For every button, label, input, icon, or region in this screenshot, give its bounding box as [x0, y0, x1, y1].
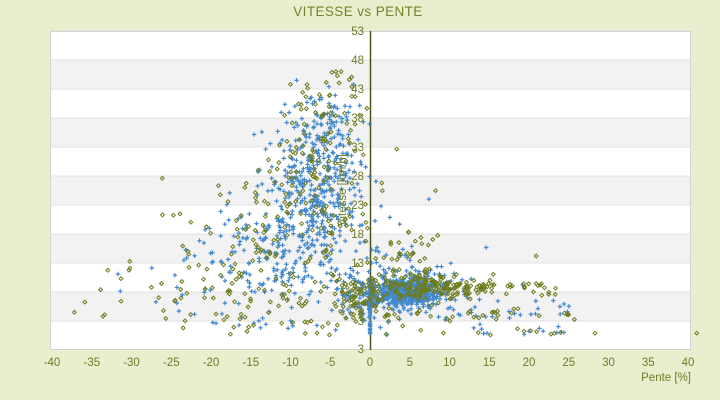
x-tick-label: 20 — [523, 357, 536, 369]
y-tick-label: 3 — [358, 344, 364, 356]
x-tick-label: 40 — [682, 357, 695, 369]
x-tick-label: -25 — [163, 357, 180, 369]
x-tick-label: 5 — [407, 357, 413, 369]
y-tick-label: 43 — [351, 84, 364, 96]
x-tick-label: -10 — [282, 357, 299, 369]
y-axis-title: Vitesse [km/h] — [337, 154, 349, 227]
x-tick-label: 0 — [367, 357, 373, 369]
x-tick-label: 25 — [562, 357, 575, 369]
y-tick-label: 33 — [351, 142, 364, 154]
x-tick-label: -5 — [325, 357, 335, 369]
x-tick-label: -35 — [83, 357, 100, 369]
x-axis-title: Pente [%] — [641, 372, 691, 384]
x-tick-label: -15 — [242, 357, 259, 369]
y-tick-label: 3 — [358, 316, 364, 328]
y-tick-label: 23 — [351, 200, 364, 212]
x-tick-label: -30 — [123, 357, 140, 369]
y-tick-label: 28 — [351, 171, 364, 183]
y-tick-label: 8 — [358, 287, 364, 299]
scatter-series-olive — [71, 68, 700, 338]
y-tick-label: 53 — [351, 26, 364, 38]
y-tick-label: 18 — [351, 229, 364, 241]
x-tick-label: 15 — [483, 357, 496, 369]
x-tick-label: -20 — [203, 357, 220, 369]
x-tick-label: 10 — [443, 357, 456, 369]
x-tick-label: 30 — [602, 357, 615, 369]
y-tick-label: 38 — [351, 113, 364, 125]
chart-title: VITESSE vs PENTE — [293, 4, 423, 19]
x-tick-label: 35 — [642, 357, 655, 369]
y-tick-label: 48 — [351, 55, 364, 67]
x-tick-label: -40 — [44, 357, 61, 369]
y-tick-label: 13 — [351, 258, 364, 270]
